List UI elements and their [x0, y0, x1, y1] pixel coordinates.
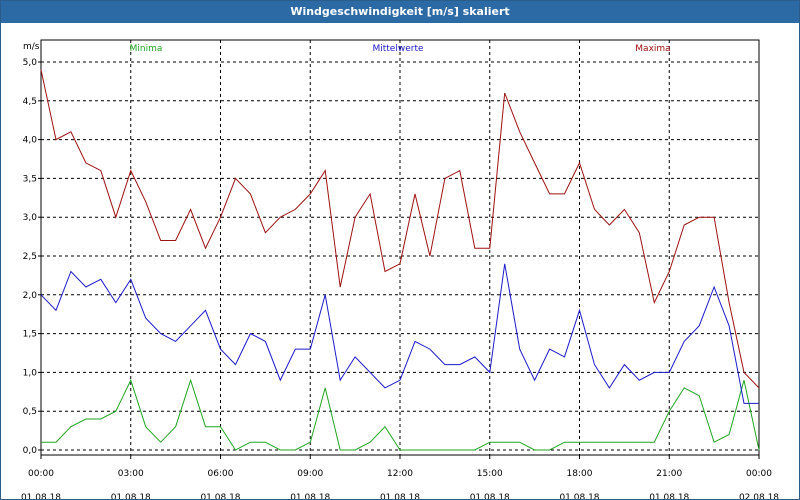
legend-maxima: Maxima — [635, 44, 670, 54]
x-tick-time: 18:00 — [567, 469, 593, 479]
x-tick-time: 00:00 — [28, 469, 54, 479]
x-tick-time: 00:00 — [746, 469, 772, 479]
legend-mittelwerte: Mittelwerte — [372, 44, 423, 54]
y-tick-label: 2,0 — [23, 291, 38, 301]
series-line-mittelwerte — [40, 263, 759, 404]
y-tick-label: 1,5 — [23, 330, 37, 340]
y-tick-label: 5,0 — [23, 58, 38, 68]
x-tick-date: 01.08.18 — [470, 493, 510, 499]
y-tick-label: 4,0 — [23, 136, 38, 146]
y-axis-unit: m/s — [23, 42, 40, 52]
series-line-maxima — [40, 69, 760, 389]
y-tick-label: 0,5 — [23, 407, 37, 417]
window-title: Windgeschwindigkeit [m/s] skaliert — [1, 1, 799, 23]
legend-minima: Minima — [130, 44, 163, 54]
x-tick-time: 06:00 — [208, 469, 234, 479]
x-tick-time: 15:00 — [477, 469, 503, 479]
x-tick-date: 01.08.18 — [111, 493, 151, 499]
wind-speed-chart: 0,0 0,5 1,0 1,5 2,0 2,5 3,0 3,5 4,0 4,5 5,0 m/s 00:0… — [21, 39, 779, 499]
y-tick-label: 4,5 — [23, 97, 37, 107]
plot-area — [40, 39, 760, 456]
x-tick-date: 01.08.18 — [649, 493, 689, 499]
x-tick-time: 12:00 — [387, 469, 413, 479]
x-tick-date: 01.08.18 — [380, 493, 420, 499]
y-tick-label: 3,5 — [23, 174, 37, 184]
x-tick-date: 02.08.18 — [739, 493, 779, 499]
x-tick-date: 01.08.18 — [559, 493, 599, 499]
x-tick-time: 03:00 — [118, 469, 144, 479]
x-tick-date: 01.08.18 — [290, 493, 330, 499]
x-tick-date: 01.08.18 — [200, 493, 240, 499]
x-tick-time: 09:00 — [297, 469, 323, 479]
y-tick-label: 3,0 — [23, 213, 38, 223]
x-tick-date: 01.08.18 — [21, 493, 61, 499]
x-tick-time: 21:00 — [656, 469, 682, 479]
y-tick-label: 0,0 — [23, 446, 38, 456]
y-tick-label: 1,0 — [23, 368, 38, 378]
series-line-minima — [41, 378, 760, 451]
y-tick-label: 2,5 — [23, 252, 37, 262]
